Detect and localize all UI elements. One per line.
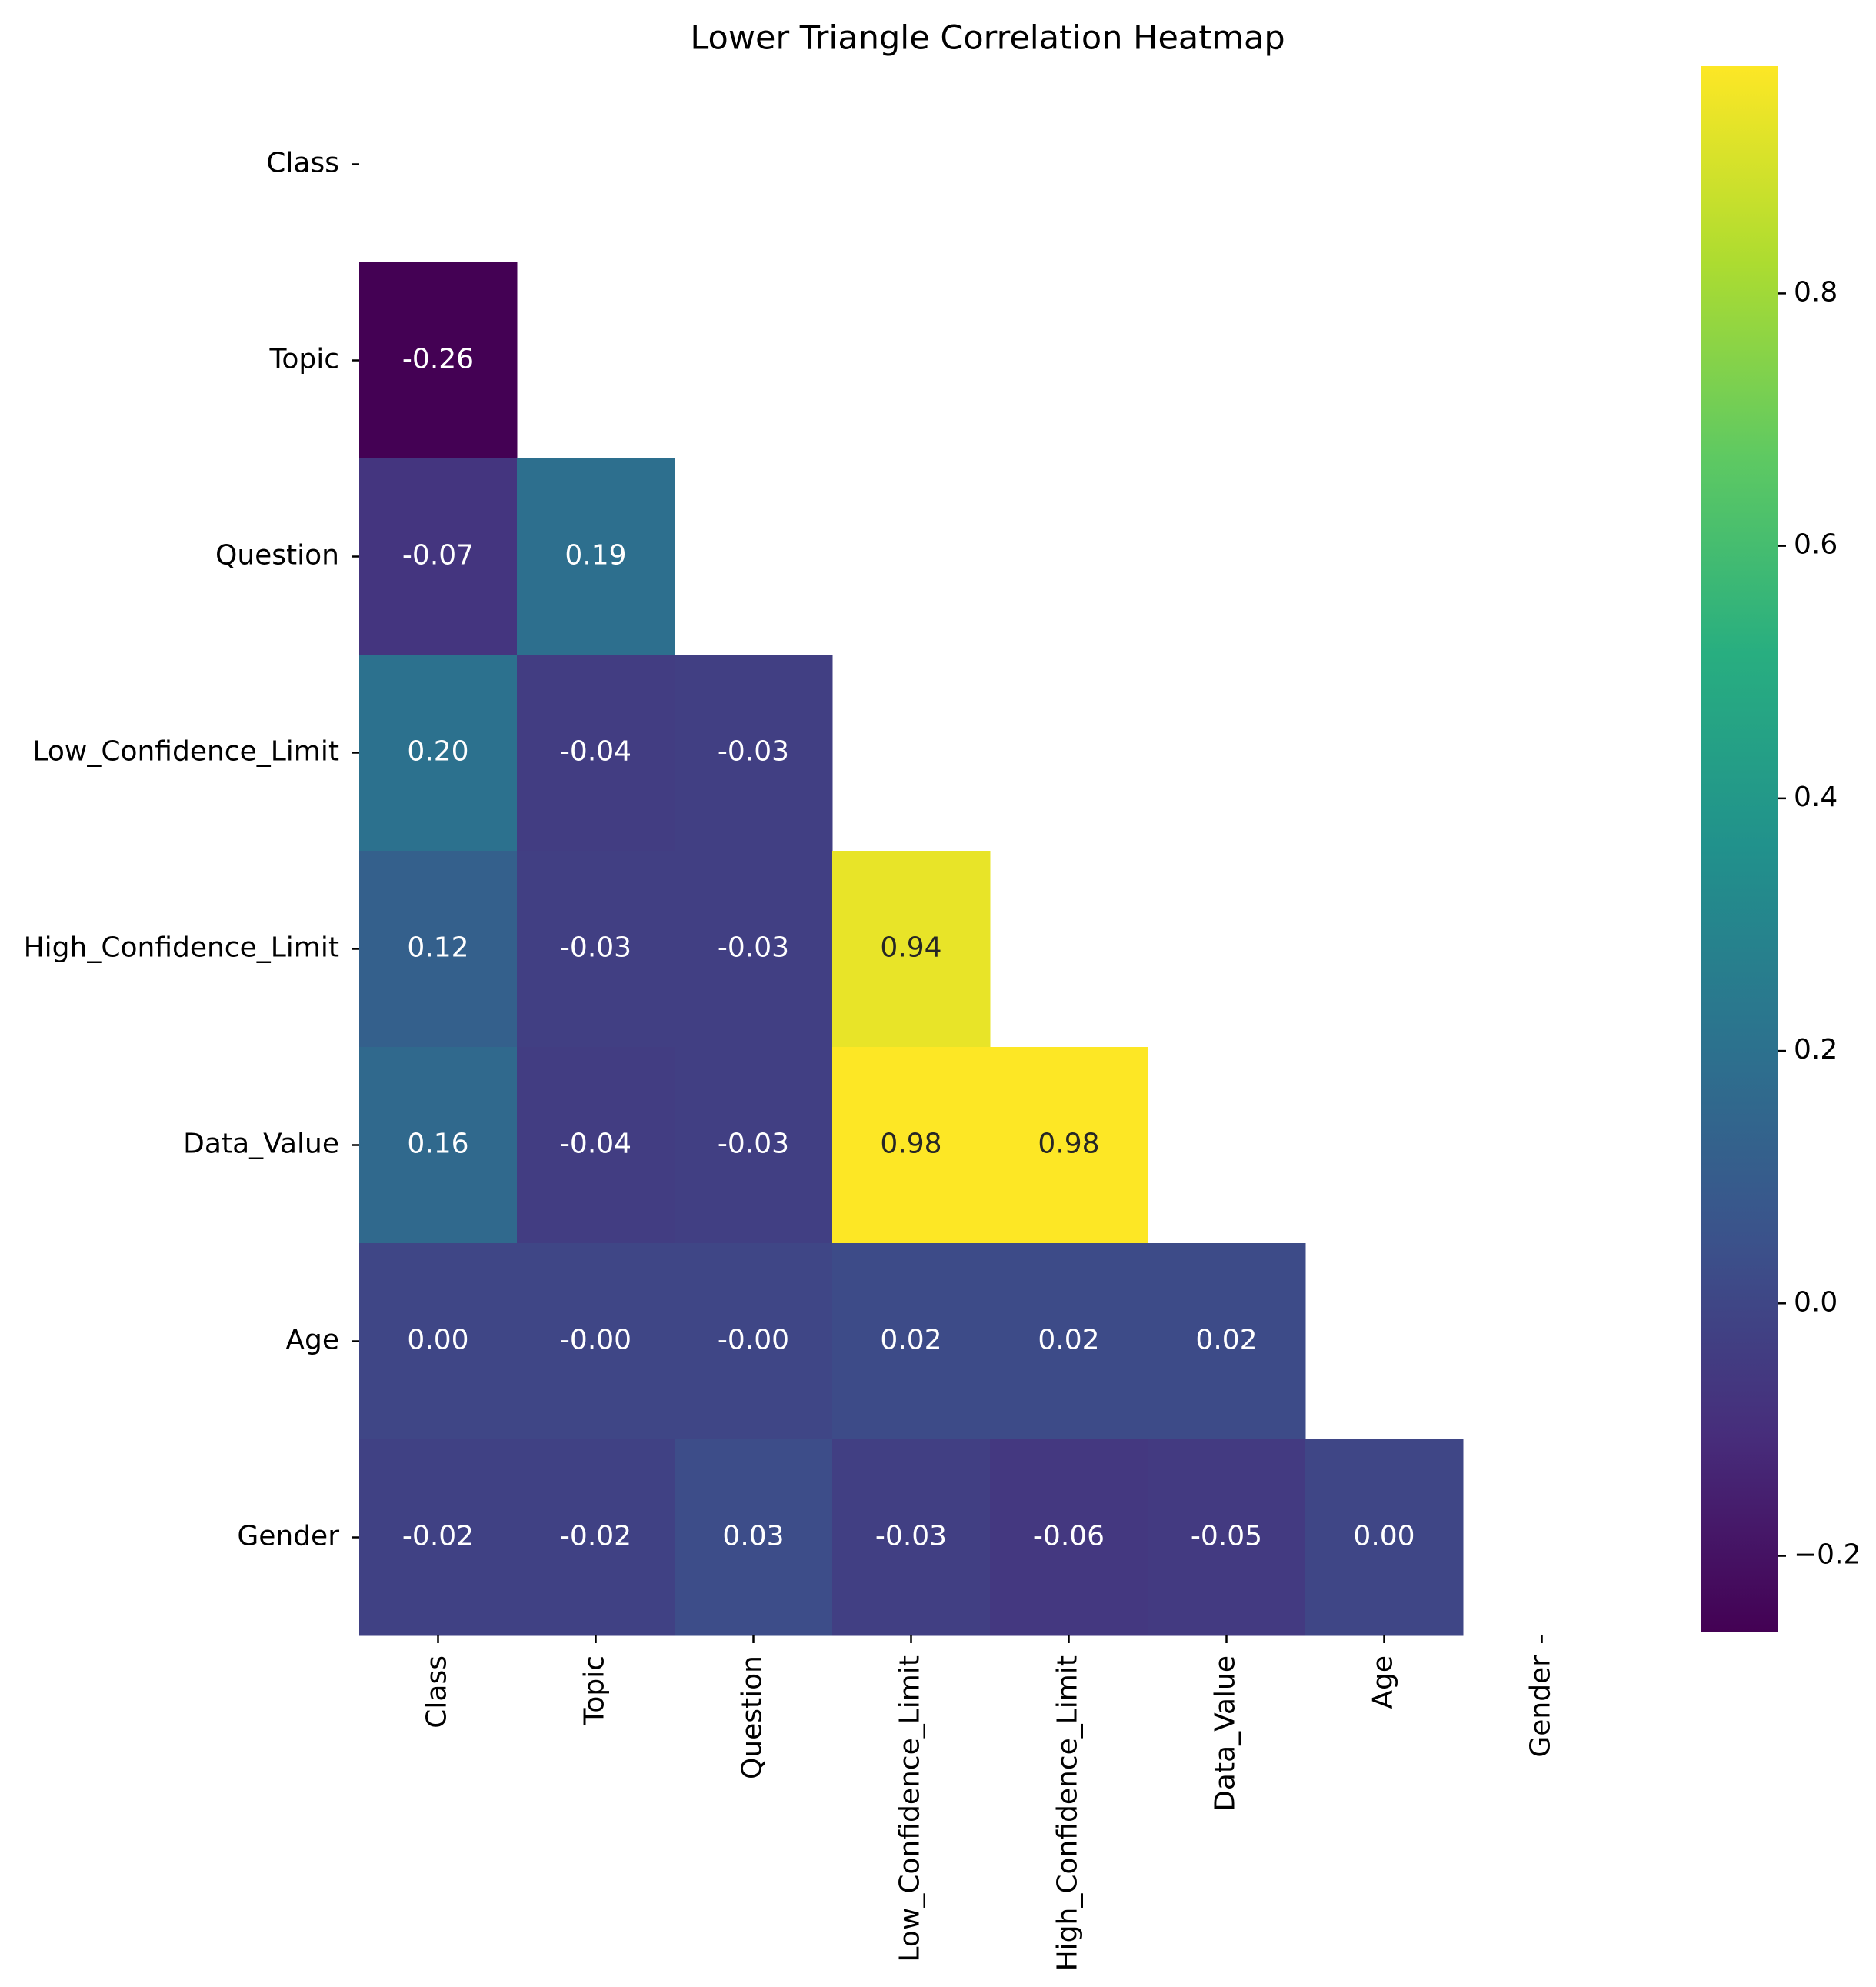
cell-value-label: 0.03 bbox=[722, 1521, 784, 1552]
heatmap-cell bbox=[675, 655, 833, 852]
cell-value-label: -0.04 bbox=[560, 1129, 631, 1160]
cell-value-label: -0.06 bbox=[1033, 1521, 1105, 1552]
cell-value-label: 0.20 bbox=[407, 736, 468, 768]
cell-value-label: -0.02 bbox=[560, 1521, 631, 1552]
cell-value-label: -0.03 bbox=[718, 932, 789, 964]
x-tick-label: Age bbox=[1368, 1655, 1399, 1709]
heatmap-cell bbox=[517, 1047, 675, 1244]
heatmap-cell bbox=[517, 458, 675, 655]
cell-value-label: -0.07 bbox=[402, 540, 474, 572]
heatmap-cell bbox=[359, 1439, 518, 1636]
cell-value-label: -0.03 bbox=[560, 932, 631, 964]
colorbar: −0.2 0.0 0.2 0.4 0.6 0.8 bbox=[1701, 66, 1861, 1632]
colorbar-gradient bbox=[1701, 66, 1778, 1632]
heatmap-cell bbox=[990, 1243, 1148, 1440]
y-tick-label: Topic bbox=[268, 344, 339, 375]
cell-value-label: 0.98 bbox=[880, 1129, 941, 1160]
colorbar-tick-label: −0.2 bbox=[1794, 1539, 1861, 1571]
heatmap-cell bbox=[359, 1243, 518, 1440]
x-tick-label: Gender bbox=[1525, 1655, 1557, 1758]
heatmap-cell bbox=[517, 851, 675, 1048]
colorbar-tick-label: 0.8 bbox=[1794, 276, 1838, 308]
x-tick-label: Topic bbox=[579, 1655, 611, 1726]
heatmap-cell bbox=[1148, 1243, 1306, 1440]
y-tick-label: Age bbox=[285, 1325, 339, 1356]
cell-value-label: -0.00 bbox=[560, 1325, 631, 1356]
y-tick-label: Class bbox=[266, 148, 339, 179]
cell-value-label: 0.94 bbox=[880, 932, 941, 964]
cell-value-label: -0.03 bbox=[875, 1521, 947, 1552]
colorbar-tick-label: 0.6 bbox=[1794, 529, 1838, 561]
y-tick-label: High_Confidence_Limit bbox=[24, 932, 339, 964]
chart-title: Lower Triangle Correlation Heatmap bbox=[690, 19, 1285, 58]
cell-value-label: -0.04 bbox=[560, 736, 631, 768]
colorbar-tick-label: 0.2 bbox=[1794, 1034, 1838, 1065]
heatmap-cell bbox=[832, 851, 991, 1048]
colorbar-tick-label: 0.0 bbox=[1794, 1286, 1838, 1318]
x-axis: Class Topic Question Low_Confidence_Limit Hi… bbox=[422, 1635, 1557, 1971]
heatmap-cell bbox=[359, 655, 518, 852]
heatmap-cell bbox=[517, 655, 675, 852]
y-tick-label: Question bbox=[215, 540, 339, 572]
cell-value-label: 0.00 bbox=[407, 1325, 468, 1356]
cell-value-label: -0.03 bbox=[718, 736, 789, 768]
heatmap-cell bbox=[675, 1439, 833, 1636]
heatmap-cell bbox=[517, 1439, 675, 1636]
cell-value-label: 0.02 bbox=[880, 1325, 941, 1356]
x-tick-label: High_Confidence_Limit bbox=[1052, 1655, 1084, 1971]
x-tick-label: Question bbox=[737, 1655, 768, 1779]
cell-value-label: -0.05 bbox=[1191, 1521, 1262, 1552]
heatmap-cell bbox=[990, 1439, 1148, 1636]
cell-value-label: -0.03 bbox=[718, 1129, 789, 1160]
heatmap-cell bbox=[990, 1047, 1148, 1244]
y-tick-label: Data_Value bbox=[183, 1129, 339, 1160]
heatmap-cell bbox=[359, 1047, 518, 1244]
heatmap-cell bbox=[675, 1047, 833, 1244]
cell-value-label: 0.98 bbox=[1038, 1129, 1099, 1160]
heatmap-cell bbox=[832, 1047, 991, 1244]
cell-value-label: 0.02 bbox=[1195, 1325, 1257, 1356]
heatmap-cell bbox=[359, 458, 518, 655]
y-axis: Class Topic Question Low_Confidence_Limit Hi… bbox=[24, 148, 359, 1552]
colorbar-tick-label: 0.4 bbox=[1794, 782, 1838, 813]
heatmap-cell bbox=[832, 1439, 991, 1636]
y-tick-label: Low_Confidence_Limit bbox=[32, 736, 339, 768]
cell-value-label: -0.00 bbox=[718, 1325, 789, 1356]
x-tick-label: Data_Value bbox=[1210, 1655, 1241, 1812]
heatmap-cell bbox=[359, 851, 518, 1048]
heatmap-cell bbox=[1305, 1439, 1464, 1636]
cell-value-label: 0.12 bbox=[407, 932, 468, 964]
heatmap-cell bbox=[517, 1243, 675, 1440]
heatmap-cell bbox=[359, 262, 518, 459]
cell-value-label: 0.16 bbox=[407, 1129, 468, 1160]
heatmap-cell bbox=[675, 1243, 833, 1440]
x-tick-label: Low_Confidence_Limit bbox=[895, 1655, 926, 1962]
heatmap-cell bbox=[832, 1243, 991, 1440]
cell-value-label: 0.02 bbox=[1038, 1325, 1099, 1356]
y-tick-label: Gender bbox=[237, 1521, 339, 1552]
x-tick-label: Class bbox=[422, 1655, 453, 1729]
cell-value-label: 0.00 bbox=[1353, 1521, 1414, 1552]
heatmap-cell bbox=[1148, 1439, 1306, 1636]
heatmap-cell bbox=[675, 851, 833, 1048]
cell-value-label: -0.26 bbox=[402, 344, 474, 375]
cell-value-label: -0.02 bbox=[402, 1521, 474, 1552]
cell-value-label: 0.19 bbox=[565, 540, 626, 572]
heatmap-cells: -0.26 -0.07 0.19 0.20 -0.04 -0.03 0.12 -0.03 -0.… bbox=[359, 262, 1464, 1636]
